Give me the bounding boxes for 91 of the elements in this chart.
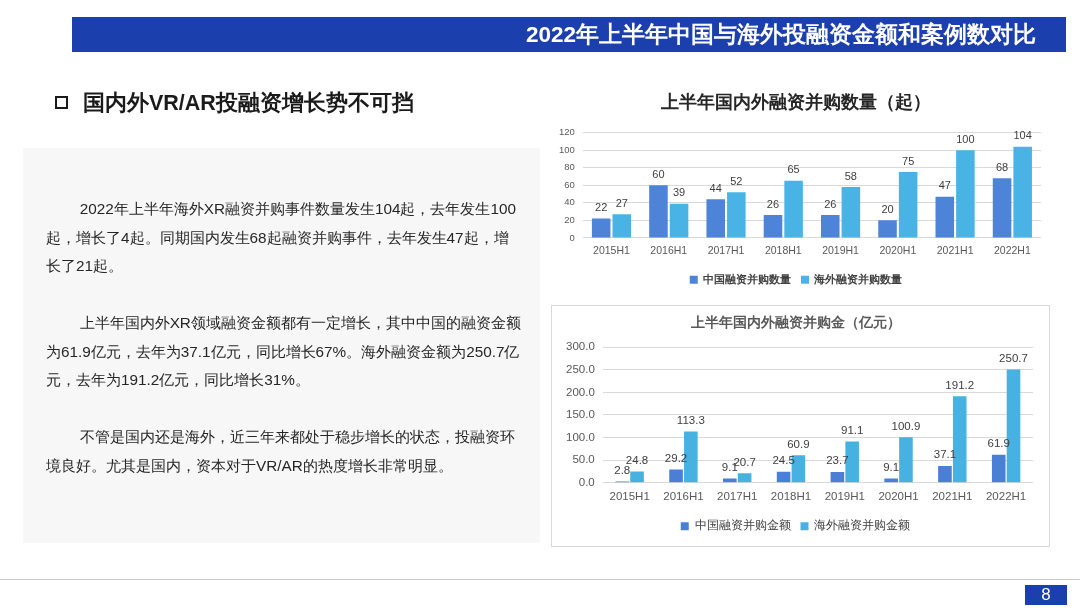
text: 8 <box>1025 585 1067 605</box>
data-label: 60.9 <box>787 437 810 450</box>
bar <box>737 473 752 483</box>
bar <box>956 150 975 238</box>
bar <box>612 214 632 238</box>
data-label: 91.1 <box>840 423 864 436</box>
bar <box>898 172 918 238</box>
bar <box>763 215 783 238</box>
data-label: 191.2 <box>945 378 975 391</box>
bar <box>630 471 644 483</box>
bar <box>878 220 897 238</box>
y-tick-label: 0.0 <box>578 475 595 488</box>
y-tick-label: 50.0 <box>572 453 595 466</box>
bar <box>1013 146 1032 238</box>
y-tick-label: 150.0 <box>566 408 595 421</box>
data-label: 58 <box>844 169 857 182</box>
x-tick-label: 2016H1 <box>663 489 704 502</box>
bar <box>669 203 689 238</box>
chart-title: 上半年国内外融资并购金（亿元） <box>689 313 901 330</box>
bar <box>935 196 955 238</box>
legend-label: 中国融资并购数量 <box>703 272 791 285</box>
x-tick-label: 2016H1 <box>650 244 688 257</box>
data-label: 26 <box>824 197 837 210</box>
bar <box>776 471 791 483</box>
data-label: 100.9 <box>891 419 921 432</box>
data-label: 24.8 <box>625 453 649 466</box>
text: 2022年上半年海外XR融资并购事件数量发生104起，去年发生100起，增长了4起。同期国内发生68起融资并购事件，去年发生47起，增长了21起。 <box>46 199 517 276</box>
x-tick-label: 2018H1 <box>770 489 812 502</box>
bar <box>784 180 803 238</box>
bar <box>706 199 725 238</box>
bar <box>992 178 1012 238</box>
y-tick-label: 60 <box>564 178 575 190</box>
data-label: 26 <box>766 197 780 210</box>
data-label: 250.7 <box>999 351 1028 364</box>
data-label: 60 <box>652 167 665 180</box>
x-tick-label: 2015H1 <box>593 244 631 257</box>
bar <box>938 465 952 483</box>
x-tick-label: 2017H1 <box>717 489 758 502</box>
y-tick-label: 200.0 <box>566 385 595 398</box>
chart-title: 上半年国内外融资并购数量（起） <box>660 91 931 112</box>
text: 国内外VR/AR投融资增长势不可挡 <box>83 90 414 117</box>
data-label: 100 <box>956 132 975 145</box>
y-tick-label: 300.0 <box>566 340 595 353</box>
data-label: 52 <box>730 174 743 187</box>
data-label: 39 <box>672 186 686 199</box>
y-tick-label: 40 <box>564 196 575 208</box>
data-label: 104 <box>1013 129 1032 142</box>
y-tick-label: 100 <box>558 143 575 155</box>
text: 不管是国内还是海外，近三年来都处于稳步增长的状态，投融资环境良好。尤其是国内，资本对于VR/AR的热度增长非常明显。 <box>46 427 516 476</box>
data-label: 65 <box>787 163 800 176</box>
x-tick-label: 2019H1 <box>824 489 865 502</box>
y-tick-label: 0 <box>569 231 575 243</box>
x-tick-label: 2018H1 <box>764 244 802 257</box>
bar <box>841 187 861 238</box>
text: 上半年国内外XR领域融资金额都有一定增长，其中中国的融资金额为61.9亿元，去年为37.1亿元，同比增长67%。海外融资金额为250.7亿元，去年为191.2亿元，同比增长31%。 <box>46 313 522 390</box>
x-tick-label: 2022H1 <box>993 244 1031 257</box>
x-tick-label: 2022H1 <box>985 489 1027 502</box>
x-tick-label: 2021H1 <box>936 244 974 257</box>
text: 2022年上半年中国与海外投融资金额和案例数对比 <box>525 21 1036 49</box>
y-tick-label: 80 <box>564 161 575 173</box>
data-label: 9.1 <box>883 461 900 474</box>
x-tick-label: 2021H1 <box>932 489 973 502</box>
y-tick-label: 20 <box>564 213 575 225</box>
data-label: 68 <box>995 160 1009 173</box>
data-label: 44 <box>709 181 722 194</box>
y-tick-label: 100.0 <box>566 430 595 443</box>
bar <box>669 469 683 483</box>
data-label: 113.3 <box>676 413 705 426</box>
data-label: 75 <box>902 154 915 167</box>
legend-label: 中国融资并购金额 <box>694 518 791 532</box>
bar <box>820 215 840 238</box>
x-tick-label: 2020H1 <box>879 244 917 257</box>
legend-label: 海外融资并购金额 <box>814 518 911 532</box>
bar <box>830 472 845 483</box>
data-label: 2.8 <box>614 463 631 476</box>
bar <box>649 185 668 238</box>
y-tick-label: 250.0 <box>566 362 595 375</box>
bar <box>991 454 1006 483</box>
x-tick-label: 2017H1 <box>707 244 745 257</box>
data-label: 22 <box>595 201 608 214</box>
data-label: 27 <box>615 196 628 209</box>
bar <box>727 192 746 238</box>
bar <box>591 218 611 238</box>
data-label: 20 <box>881 202 894 215</box>
bar <box>899 437 913 483</box>
x-tick-label: 2019H1 <box>822 244 860 257</box>
legend-label: 海外融资并购数量 <box>813 272 903 285</box>
x-tick-label: 2020H1 <box>878 489 919 502</box>
y-tick-label: 120 <box>558 126 575 138</box>
data-label: 47 <box>938 179 951 192</box>
x-tick-label: 2015H1 <box>609 489 650 502</box>
